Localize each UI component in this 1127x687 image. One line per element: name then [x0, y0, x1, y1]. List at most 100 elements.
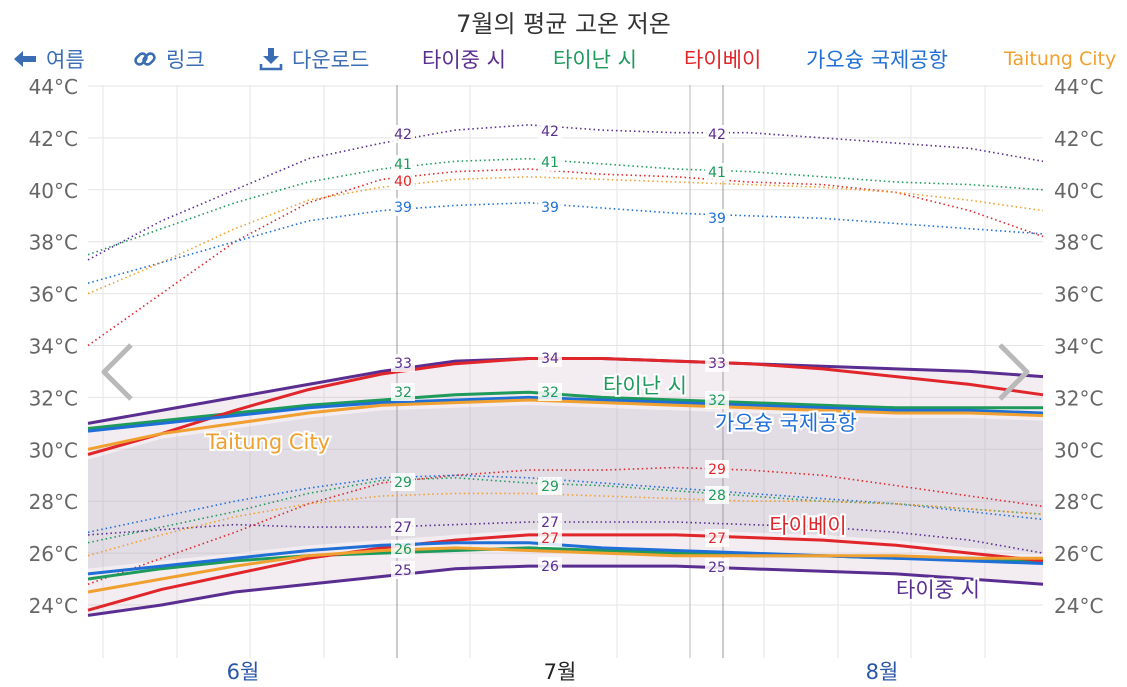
- data-label-bg: [538, 383, 562, 401]
- data-label: 42: [394, 127, 412, 143]
- data-label-bg: [538, 477, 562, 495]
- y-tick-label-left: 26°C: [29, 542, 78, 566]
- link-label: 링크: [166, 48, 205, 72]
- month-label[interactable]: 6월: [227, 660, 260, 684]
- y-tick-label-left: 32°C: [29, 386, 78, 410]
- data-label-bg: [705, 558, 729, 576]
- y-tick-label-right: 26°C: [1054, 542, 1103, 566]
- series-high-line[interactable]: [87, 357, 1044, 456]
- data-label: 28: [708, 488, 726, 504]
- chevron-left-icon[interactable]: [101, 343, 133, 401]
- data-label-bg: [391, 172, 415, 190]
- series-low-min-line: [87, 476, 1044, 544]
- data-label: 32: [541, 385, 559, 401]
- data-label-bg: [391, 540, 415, 558]
- y-tick-label-right: 40°C: [1054, 179, 1103, 203]
- data-label-bg: [705, 486, 729, 504]
- series-high-max-line: [87, 124, 1044, 261]
- series-high-max-line: [87, 201, 1044, 284]
- y-tick-label-right: 28°C: [1054, 490, 1103, 514]
- data-label: 39: [708, 211, 726, 227]
- series-high-line[interactable]: [87, 390, 1043, 430]
- data-label-bg: [391, 518, 415, 536]
- data-label: 29: [394, 475, 412, 491]
- legend-label: 가오슝 국제공항: [806, 48, 948, 72]
- legend-item-kaohsiung[interactable]: 가오슝 국제공항: [806, 44, 948, 74]
- series-high-line[interactable]: [87, 395, 1044, 433]
- data-label: 29: [541, 479, 559, 495]
- y-tick-label-left: 34°C: [29, 335, 78, 359]
- y-tick-label-right: 32°C: [1054, 386, 1103, 410]
- data-label-bg: [391, 383, 415, 401]
- series-name-label: 타이중 시: [896, 578, 980, 602]
- series-low-line[interactable]: [87, 546, 1043, 594]
- chevron-right-icon[interactable]: [998, 343, 1030, 401]
- data-label-bg: [538, 513, 562, 531]
- data-label: 26: [541, 559, 559, 575]
- chart-title: 7월의 평균 고온 저온: [456, 10, 671, 38]
- download-button[interactable]: 다운로드: [258, 44, 369, 74]
- data-label-bg: [705, 529, 729, 547]
- legend-item-taitung[interactable]: Taitung City: [1004, 44, 1116, 74]
- legend-label: 타이난 시: [553, 48, 637, 72]
- data-label: 26: [394, 542, 412, 558]
- data-label: 42: [541, 124, 559, 140]
- series-high-max-line: [87, 157, 1044, 256]
- series-name-label: 타이난 시: [603, 374, 687, 398]
- data-label: 33: [708, 356, 726, 372]
- temperature-band: [88, 358, 1043, 616]
- data-label: 32: [394, 385, 412, 401]
- series-name-label: 가오슝 국제공항: [715, 411, 857, 435]
- data-label: 41: [708, 165, 726, 181]
- series-high-line[interactable]: [87, 398, 1044, 451]
- data-label-bg: [538, 198, 562, 216]
- data-label: 34: [541, 351, 559, 367]
- data-label: 42: [708, 127, 726, 143]
- legend-item-taipei[interactable]: 타이베이: [684, 44, 761, 74]
- data-label: 27: [708, 531, 726, 547]
- data-label-bg: [705, 460, 729, 478]
- data-label-bg: [538, 529, 562, 547]
- data-label: 25: [394, 563, 412, 579]
- data-label: 27: [541, 531, 559, 547]
- link-icon: [132, 46, 158, 72]
- series-name-label: Taitung City: [205, 430, 330, 454]
- series-low-min-line: [87, 521, 1044, 554]
- data-label-bg: [705, 391, 729, 409]
- series-low-min-line: [87, 466, 1044, 585]
- y-tick-label-right: 44°C: [1054, 75, 1103, 99]
- toolbar: 여름 링크 다운로드 타이중 시 타이난 시 타이베이 가오슝 국제공항 Tai…: [0, 44, 1127, 76]
- download-icon: [258, 46, 284, 72]
- series-low-line[interactable]: [87, 533, 1044, 612]
- y-tick-label-left: 24°C: [29, 594, 78, 618]
- data-label: 32: [708, 393, 726, 409]
- y-tick-label-left: 30°C: [29, 438, 78, 462]
- data-label: 39: [394, 200, 412, 216]
- data-label: 27: [541, 515, 559, 531]
- back-label: 여름: [46, 48, 85, 72]
- series-high-max-line: [87, 168, 1044, 347]
- download-label: 다운로드: [292, 48, 370, 72]
- legend-item-taichung[interactable]: 타이중 시: [422, 44, 506, 74]
- y-tick-label-right: 34°C: [1054, 335, 1103, 359]
- back-button[interactable]: 여름: [12, 44, 85, 74]
- y-tick-label-right: 30°C: [1054, 438, 1103, 462]
- y-tick-label-right: 38°C: [1054, 231, 1103, 255]
- month-label[interactable]: 8월: [866, 660, 899, 684]
- data-label: 27: [394, 520, 412, 536]
- series-low-line[interactable]: [87, 564, 1044, 617]
- data-label-bg: [538, 122, 562, 140]
- link-button[interactable]: 링크: [132, 44, 205, 74]
- data-label: 29: [708, 462, 726, 478]
- data-label: 25: [708, 560, 726, 576]
- series-low-line[interactable]: [87, 541, 1044, 576]
- y-tick-label-left: 36°C: [29, 283, 78, 307]
- y-tick-label-left: 28°C: [29, 490, 78, 514]
- y-tick-label-right: 24°C: [1054, 594, 1103, 618]
- legend-item-tainan[interactable]: 타이난 시: [553, 44, 637, 74]
- data-label-bg: [538, 349, 562, 367]
- data-label-bg: [538, 557, 562, 575]
- y-tick-label-left: 44°C: [29, 75, 78, 99]
- series-high-max-line: [87, 175, 1044, 295]
